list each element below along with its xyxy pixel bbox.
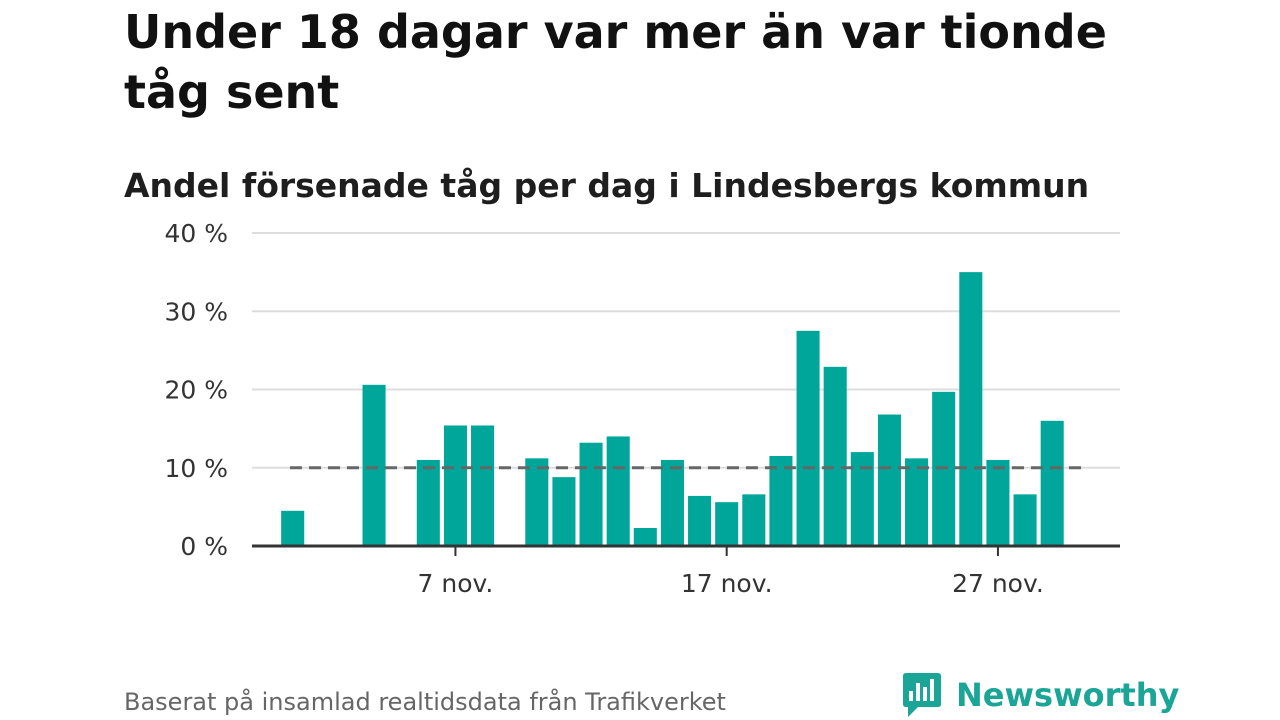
brand-name: Newsworthy: [956, 676, 1180, 714]
bar: [443, 425, 467, 546]
bar: [416, 459, 440, 546]
x-tick-label: 17 nov.: [681, 569, 773, 598]
bar: [688, 495, 712, 546]
bar: [579, 442, 603, 546]
bar: [471, 425, 495, 546]
bars: [281, 272, 1064, 546]
bar: [1040, 420, 1064, 546]
y-tick-label: 20 %: [164, 376, 228, 405]
brand: Newsworthy: [902, 670, 1179, 720]
bar: [633, 528, 657, 546]
bar: [823, 366, 847, 546]
bar: [281, 510, 305, 546]
source-note: Baserat på insamlad realtidsdata från Tr…: [124, 688, 726, 716]
newsworthy-logo-icon: [903, 673, 941, 717]
bar: [796, 330, 820, 546]
bar: [715, 502, 739, 546]
bar: [1013, 494, 1037, 546]
bar: [877, 414, 901, 546]
chart-subtitle: Andel försenade tåg per dag i Lindesberg…: [124, 166, 1090, 205]
bar: [986, 459, 1010, 546]
x-tick-label: 7 nov.: [418, 569, 494, 598]
bar: [552, 477, 576, 546]
y-tick-label: 40 %: [164, 219, 228, 248]
bar: [905, 458, 929, 546]
bar: [850, 452, 874, 546]
y-tick-label: 30 %: [164, 297, 228, 326]
bar: [742, 494, 766, 546]
bar: [959, 272, 983, 546]
y-axis-tick-labels: 0 % 10 % 20 % 30 % 40 %: [164, 219, 228, 561]
y-tick-label: 10 %: [164, 454, 228, 483]
bar: [660, 459, 684, 546]
chart-title: Under 18 dagar var mer än var tionde tåg…: [124, 5, 1107, 119]
bar: [769, 456, 793, 546]
y-tick-label: 0 %: [180, 532, 228, 561]
bar: [525, 458, 549, 546]
x-axis: 7 nov. 17 nov. 27 nov.: [252, 544, 1120, 598]
bar: [606, 436, 630, 546]
x-tick-label: 27 nov.: [952, 569, 1044, 598]
bar: [362, 384, 386, 546]
